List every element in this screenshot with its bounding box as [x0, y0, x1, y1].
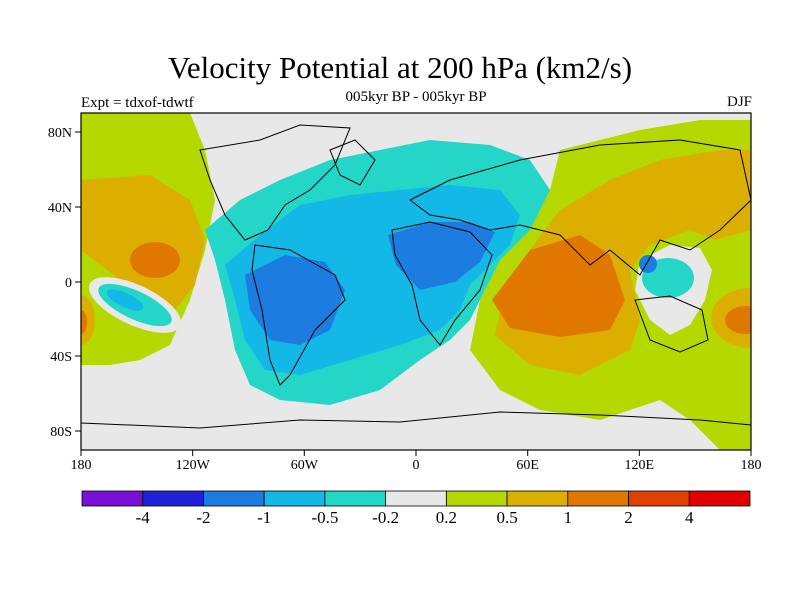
colorbar-label: 2: [624, 508, 633, 527]
lat-tick-label: 80N: [48, 126, 72, 141]
lon-tick-label: 180: [741, 458, 762, 473]
lon-tick-label: 60E: [516, 458, 539, 473]
lon-tick-label: 120E: [625, 458, 655, 473]
lat-tick-label: 0: [65, 276, 72, 291]
colorbar-label: -1: [257, 508, 271, 527]
colorbar-label: -0.5: [311, 508, 338, 527]
colorbar-label: 0.5: [496, 508, 517, 527]
lat-tick-label: 40N: [48, 201, 72, 216]
colorbar-swatch: [142, 490, 204, 507]
axis-ticks: [75, 131, 752, 456]
season-label: DJF: [726, 94, 752, 110]
colorbar-swatch: [445, 490, 508, 507]
colorbar-label: 1: [564, 508, 573, 527]
colorbar-swatch: [263, 490, 326, 507]
lon-tick-label: 0: [413, 458, 420, 473]
velocity-potential-field: [81, 113, 751, 450]
lon-tick-label: 60W: [291, 458, 319, 473]
plot-subtitle: 005kyr BP - 005kyr BP: [345, 89, 487, 105]
colorbar-swatch: [324, 490, 387, 507]
colorbar-label: -4: [136, 508, 151, 527]
lat-tick-label: 40S: [50, 350, 72, 365]
lon-tick-label: 180: [71, 458, 92, 473]
colorbar-swatch: [385, 490, 447, 507]
colorbar-labels: -4 -2 -1 -0.5 -0.2 0.2 0.5 1 2 4: [136, 508, 694, 527]
experiment-label: Expt = tdxof-tdwtf: [81, 95, 194, 111]
colorbar-label: 4: [685, 508, 694, 527]
lat-tick-labels: 80N 40N 0 40S 80S: [48, 126, 72, 440]
coastlines: [81, 124, 751, 429]
colorbar-swatch: [203, 490, 265, 507]
colorbar-swatch: [567, 490, 629, 507]
contour-region: [130, 242, 180, 278]
contour-region: [81, 295, 95, 345]
lon-tick-labels: 180 120W 60W 0 60E 120E 180: [71, 458, 762, 473]
colorbar-swatch: [81, 490, 144, 507]
contour-region: [725, 306, 751, 334]
contour-region: [81, 175, 205, 310]
colorbar-label: 0.2: [436, 508, 457, 527]
contour-region: [245, 255, 345, 345]
colorbar-label: -2: [196, 508, 210, 527]
lat-tick-label: 80S: [50, 425, 72, 440]
contour-region: [81, 310, 87, 334]
contour-region: [492, 235, 625, 337]
lon-tick-label: 120W: [176, 458, 211, 473]
plot-title: Velocity Potential at 200 hPa (km2/s): [167, 50, 633, 85]
colorbar: [81, 490, 751, 507]
contour-region: [388, 222, 495, 290]
contour-region: [106, 289, 144, 311]
contour-region: [639, 255, 657, 273]
colorbar-swatch: [628, 490, 690, 507]
colorbar-label: -0.2: [372, 508, 399, 527]
colorbar-swatch: [506, 490, 569, 507]
colorbar-swatch: [688, 490, 751, 507]
